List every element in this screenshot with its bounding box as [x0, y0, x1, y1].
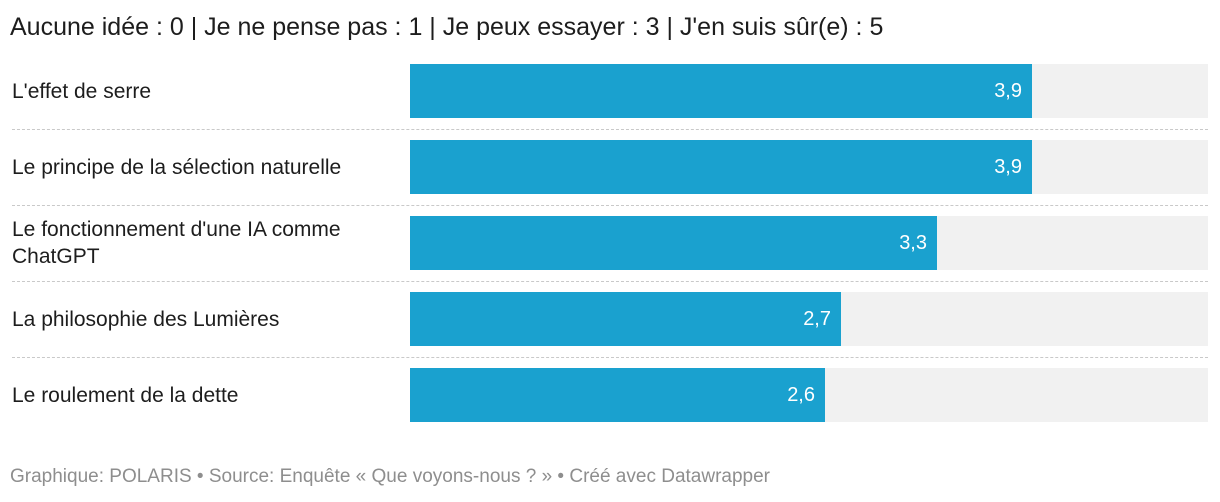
bar-track: 3,9	[410, 64, 1208, 118]
bar-row: Le roulement de la dette 2,6	[0, 368, 1220, 422]
bar-category-label: La philosophie des Lumières	[12, 307, 280, 331]
bar-value-label: 3,9	[994, 155, 1022, 178]
row-divider	[12, 281, 1208, 282]
bar-value-label: 3,3	[899, 231, 927, 254]
bar: 2,7	[410, 292, 841, 346]
bar: 2,6	[410, 368, 825, 422]
bar-track: 3,3	[410, 216, 1208, 270]
bar-value-label: 3,9	[994, 79, 1022, 102]
row-divider	[12, 129, 1208, 130]
row-divider	[12, 357, 1208, 358]
bar-row: Le fonctionnement d'une IA comme ChatGPT…	[0, 216, 1220, 270]
chart-footer: Graphique: POLARIS • Source: Enquête « Q…	[10, 466, 770, 487]
bar-category-label: L'effet de serre	[12, 79, 152, 103]
bar-row: La philosophie des Lumières 2,7	[0, 292, 1220, 346]
bar: 3,9	[410, 140, 1032, 194]
bar-value-label: 2,7	[803, 307, 831, 330]
row-divider	[12, 205, 1208, 206]
bar-row: Le principe de la sélection naturelle 3,9	[0, 140, 1220, 194]
bar-track: 2,6	[410, 368, 1208, 422]
bar-category-label: Le roulement de la dette	[12, 383, 239, 407]
bar-row: L'effet de serre 3,9	[0, 64, 1220, 118]
bar-category-label: Le fonctionnement d'une IA comme ChatGPT	[12, 218, 341, 268]
bar-category-label: Le principe de la sélection naturelle	[12, 155, 342, 179]
scale-legend: Aucune idée : 0 | Je ne pense pas : 1 | …	[10, 13, 884, 41]
bar-value-label: 2,6	[787, 383, 815, 406]
bar-track: 3,9	[410, 140, 1208, 194]
bar-track: 2,7	[410, 292, 1208, 346]
bar: 3,9	[410, 64, 1032, 118]
bar: 3,3	[410, 216, 937, 270]
